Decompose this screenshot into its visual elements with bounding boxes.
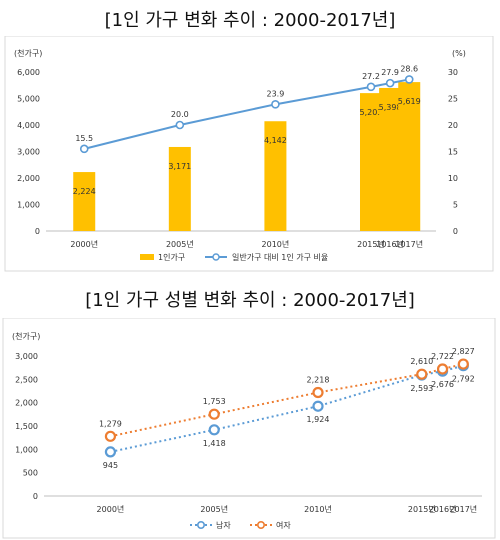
chart1-ytick: 2,000 bbox=[17, 174, 40, 183]
chart1-y2tick: 20 bbox=[448, 121, 458, 130]
chart2-legend-label-0: 남자 bbox=[216, 521, 231, 530]
chart2-point-1 bbox=[104, 430, 117, 442]
chart1-legend-line-marker bbox=[212, 253, 220, 261]
chart1-bar bbox=[398, 82, 421, 231]
chart2-label-0: 2,792 bbox=[452, 375, 475, 384]
chart2-point-1 bbox=[208, 408, 220, 420]
chart1-ytick: 1,000 bbox=[17, 201, 40, 210]
chart1-ratio-label: 27.2 bbox=[362, 72, 380, 81]
chart1-xtick: 2015년 bbox=[357, 239, 385, 249]
chart2-legend-marker-0 bbox=[197, 521, 206, 530]
chart1-svg: (천가구) (%) 0 1,000 2,000 3,000 4,000 5,000 6,000 0… bbox=[4, 36, 494, 272]
chart1-ratio-point bbox=[175, 120, 185, 130]
chart1-ytick: 0 bbox=[35, 227, 40, 236]
chart1-xtick: 2016년 bbox=[376, 239, 404, 249]
chart2-ytick: 3,000 bbox=[15, 352, 38, 361]
chart2-ytick: 1,500 bbox=[15, 422, 38, 431]
chart1-ratio-label: 27.9 bbox=[381, 68, 399, 77]
chart1-xtick: 2017년 bbox=[395, 239, 423, 249]
chart2-point-0 bbox=[312, 400, 324, 412]
chart2-label-1: 2,827 bbox=[452, 347, 475, 356]
chart1-ratio-label: 15.5 bbox=[75, 134, 93, 143]
chart2-point-1 bbox=[457, 358, 469, 370]
chart1-bar bbox=[379, 87, 402, 231]
chart2-svg: (천가구) 0 500 1,000 1,500 2,000 2,500 3,000 2000년 2… bbox=[2, 318, 496, 539]
chart1-legend-bar-swatch bbox=[140, 254, 154, 260]
chart1-bar-label: 2,224 bbox=[73, 187, 96, 196]
chart1-bar-label: 5,619 bbox=[398, 97, 421, 106]
chart2-legend-label-1: 여자 bbox=[276, 520, 291, 530]
chart2-ylabel: (천가구) bbox=[12, 331, 40, 341]
chart2-label-0: 1,418 bbox=[203, 439, 226, 448]
chart2-point-0 bbox=[104, 446, 117, 458]
chart1-y2tick: 0 bbox=[453, 227, 458, 236]
chart2-label-1: 1,753 bbox=[203, 397, 226, 406]
chart1-ytick: 6,000 bbox=[17, 68, 40, 77]
chart1-ratio-label: 20.0 bbox=[171, 110, 189, 119]
chart2-label-1: 2,610 bbox=[410, 357, 433, 366]
chart1-bar-label: 4,142 bbox=[264, 136, 287, 145]
chart1-ytick: 5,000 bbox=[17, 95, 40, 104]
chart1-bar bbox=[264, 121, 287, 231]
chart2-ytick: 2,500 bbox=[15, 375, 38, 384]
chart2-label-0: 2,593 bbox=[410, 384, 433, 393]
chart2-xtick: 2000년 bbox=[97, 504, 125, 514]
chart1-ratio-label: 28.6 bbox=[400, 64, 418, 73]
chart2-point-1 bbox=[416, 368, 428, 380]
chart2-title: [1인 가구 성별 변화 추이 : 2000-2017년] bbox=[85, 290, 415, 311]
chart2-label-1: 1,279 bbox=[99, 419, 122, 428]
chart1-ytick: 4,000 bbox=[17, 121, 40, 130]
chart2-legend-marker-1 bbox=[256, 521, 265, 530]
chart2-point-1 bbox=[312, 386, 324, 399]
chart1-y2tick: 15 bbox=[448, 148, 458, 157]
chart2-label-0: 945 bbox=[103, 461, 118, 470]
chart1-y2tick: 25 bbox=[448, 95, 458, 104]
chart1-title: [1인 가구 변화 추이 : 2000-2017년] bbox=[104, 10, 396, 31]
chart2-ytick: 2,000 bbox=[15, 399, 38, 408]
chart1-bar bbox=[168, 146, 191, 231]
chart1-ratio-point bbox=[271, 100, 280, 109]
chart2-label-0: 2,676 bbox=[431, 380, 454, 389]
chart2-label-0: 1,924 bbox=[307, 415, 330, 424]
chart2-xtick: 2017년 bbox=[449, 504, 477, 514]
chart2-ytick: 500 bbox=[23, 469, 38, 478]
chart2-ytick: 0 bbox=[33, 492, 38, 501]
chart2-xtick: 2010년 bbox=[304, 504, 332, 514]
chart1-y2tick: 10 bbox=[448, 174, 458, 183]
chart1-bar bbox=[73, 172, 96, 231]
chart1-bar-label: 3,171 bbox=[168, 162, 191, 171]
chart1-ylabel: (천가구) bbox=[14, 48, 42, 58]
chart1-bar-label: 5,398 bbox=[379, 103, 402, 112]
chart1-legend-bar-label: 1인가구 bbox=[158, 252, 185, 262]
chart1-xtick: 2005년 bbox=[166, 239, 194, 249]
chart1-y2tick: 5 bbox=[453, 201, 458, 210]
chart1-ratio-label: 23.9 bbox=[267, 89, 285, 98]
chart1-ratio-point bbox=[404, 75, 414, 84]
chart1-bar-label: 5,203 bbox=[360, 108, 383, 117]
chart2-label-1: 2,722 bbox=[431, 352, 454, 361]
chart2-xtick: 2015년 bbox=[408, 504, 436, 514]
chart1-y2tick: 30 bbox=[448, 68, 458, 77]
chart2-label-1: 2,218 bbox=[307, 375, 330, 384]
chart2-frame bbox=[2, 318, 496, 539]
chart1-ratio-point bbox=[79, 144, 89, 154]
chart2-point-1 bbox=[436, 363, 449, 375]
chart1-bar bbox=[360, 93, 382, 231]
chart1-legend-line-label: 일반가구 대비 1인 가구 비율 bbox=[232, 252, 328, 262]
chart1-y2label: (%) bbox=[452, 49, 466, 58]
chart1-ytick: 3,000 bbox=[17, 148, 40, 157]
chart2-point-0 bbox=[208, 424, 220, 436]
chart2-xtick: 2005년 bbox=[200, 504, 228, 514]
chart1-xtick: 2000년 bbox=[70, 239, 98, 249]
chart1-ratio-point bbox=[366, 82, 376, 92]
chart1-ratio-point bbox=[385, 78, 395, 88]
chart2-xtick: 2016년 bbox=[429, 504, 457, 514]
chart1-xtick: 2010년 bbox=[262, 239, 290, 249]
chart2-ytick: 1,000 bbox=[15, 445, 38, 454]
